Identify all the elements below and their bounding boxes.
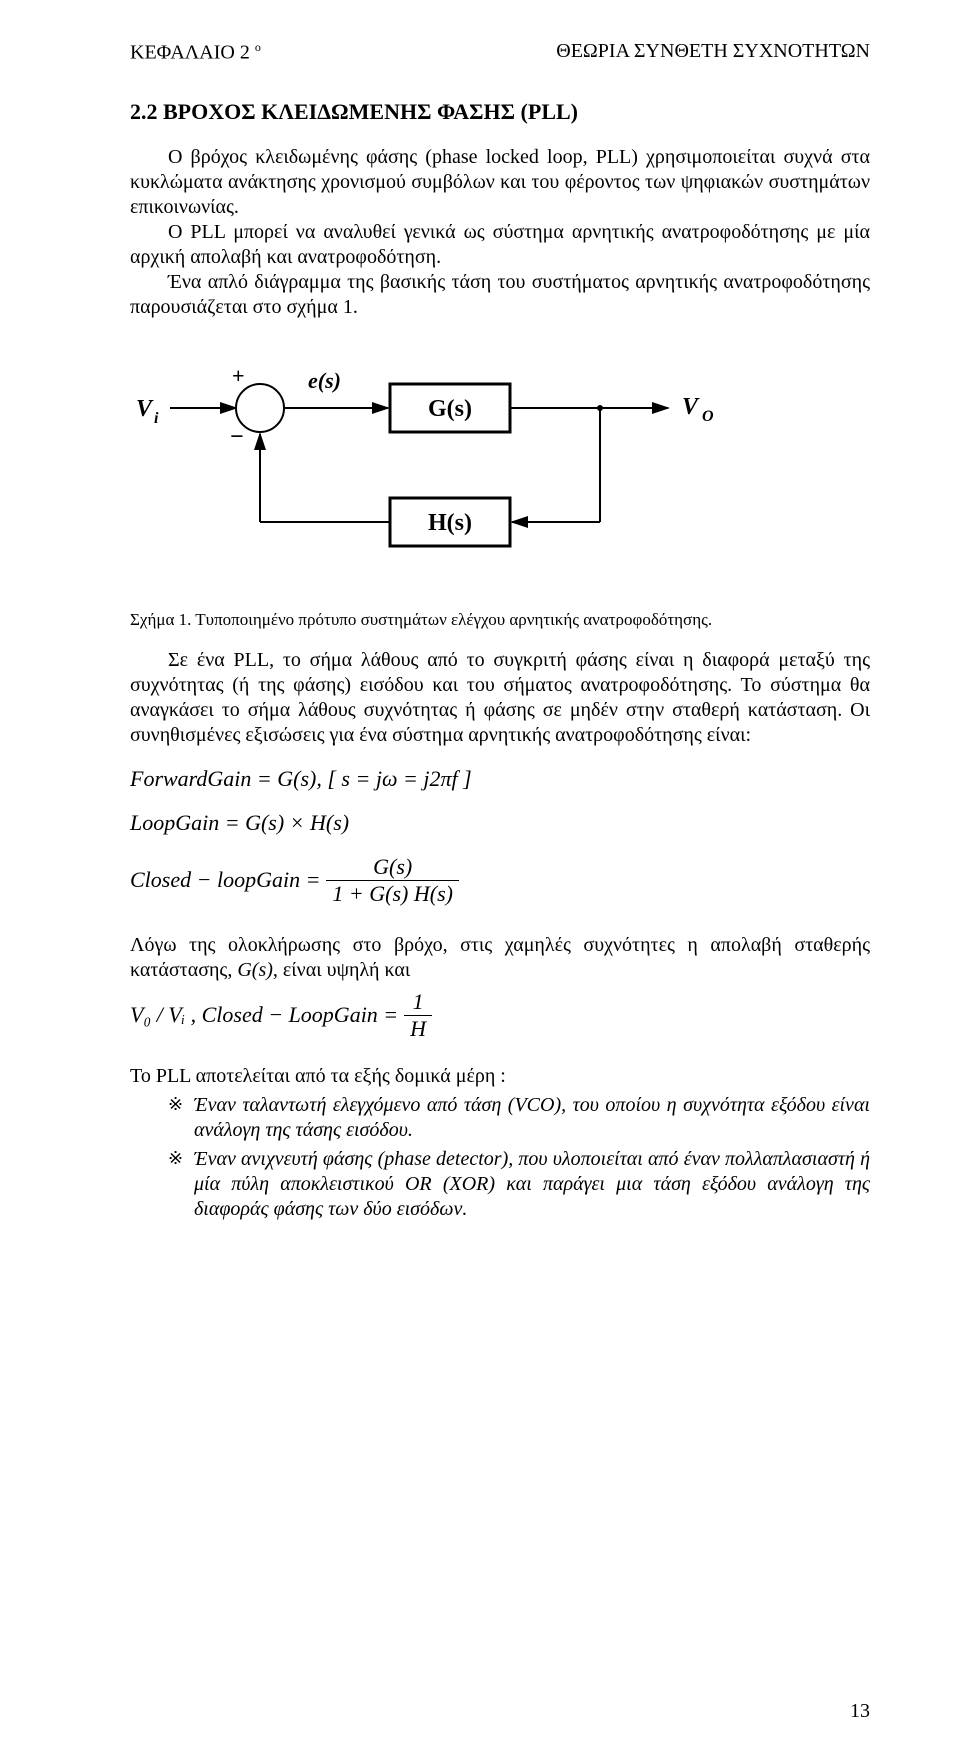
closed-loop-den: 1 + G(s) H(s) (326, 881, 459, 907)
equation-closed-loop-limit: V₀ / Vᵢ , Closed − LoopGain = 1 H (130, 989, 870, 1042)
paragraph-1: Ο βρόχος κλειδωμένης φάσης (phase locked… (130, 145, 870, 220)
list-item: Έναν ανιχνευτή φάσης (phase detector), π… (168, 1147, 870, 1222)
vin-label: V (136, 396, 154, 422)
page-root: ΚΕΦΑΛΑΙΟ 2 ο ΘΕΩΡΙΑ ΣΥΝΘΕΤΗ ΣΥΧΝΟΤΗΤΩΝ 2… (0, 0, 960, 1753)
closed-loop-lhs: Closed − loopGain = (130, 867, 320, 893)
header-left-sup: ο (255, 40, 261, 54)
page-number: 13 (850, 1700, 870, 1723)
sum-minus-label: − (230, 424, 244, 450)
error-label: e(s) (308, 368, 341, 393)
g-block-label: G(s) (428, 396, 472, 422)
para5-b: G(s) (237, 959, 273, 981)
figure-caption: Σχήμα 1. Τυποποιημένο πρότυπο συστημάτων… (130, 610, 870, 630)
closed-limit-den: H (404, 1016, 432, 1042)
closed-loop-num: G(s) (367, 854, 418, 880)
components-list: Έναν ταλαντωτή ελεγχόμενο από τάση (VCO)… (130, 1093, 870, 1222)
equation-closed-loop: Closed − loopGain = G(s) 1 + G(s) H(s) (130, 854, 870, 907)
bullet-2: Έναν ανιχνευτή φάσης (phase detector), π… (194, 1148, 870, 1220)
list-item: Έναν ταλαντωτή ελεγχόμενο από τάση (VCO)… (168, 1093, 870, 1143)
header-right: ΘΕΩΡΙΑ ΣΥΝΘΕΤΗ ΣΥΧΝΟΤΗΤΩΝ (556, 40, 870, 65)
paragraph-4: Σε ένα PLL, το σήμα λάθους από το συγκρι… (130, 648, 870, 748)
closed-limit-fraction: 1 H (404, 989, 432, 1042)
paragraph-3: Ένα απλό διάγραμμα της βασικής τάση του … (130, 270, 870, 320)
bullet-1: Έναν ταλαντωτή ελεγχόμενο από τάση (VCO)… (194, 1094, 870, 1141)
section-title: 2.2 ΒΡΟΧΟΣ ΚΛΕΙΔΩΜΕΝΗΣ ΦΑΣΗΣ (PLL) (130, 99, 870, 125)
svg-text:O: O (702, 408, 714, 425)
paragraph-2: Ο PLL μπορεί να αναλυθεί γενικά ως σύστη… (130, 220, 870, 270)
paragraph-6: Το PLL αποτελείται από τα εξής δομικά μέ… (130, 1064, 870, 1089)
para5-c: , είναι υψηλή και (273, 959, 410, 981)
closed-limit-num: 1 (407, 989, 430, 1015)
vout-label: V (682, 394, 700, 420)
block-diagram-figure: + − e(s) G(s) H(s) V i V (130, 348, 870, 598)
paragraph-5: Λόγω της ολοκλήρωσης στο βρόχο, στις χαμ… (130, 933, 870, 983)
sum-plus-label: + (232, 363, 245, 388)
closed-loop-fraction: G(s) 1 + G(s) H(s) (326, 854, 459, 907)
svg-text:i: i (154, 410, 159, 427)
header-left: ΚΕΦΑΛΑΙΟ 2 ο (130, 40, 261, 65)
equation-loop-gain: LoopGain = G(s) × H(s) (130, 810, 870, 836)
running-header: ΚΕΦΑΛΑΙΟ 2 ο ΘΕΩΡΙΑ ΣΥΝΘΕΤΗ ΣΥΧΝΟΤΗΤΩΝ (130, 40, 870, 65)
closed-limit-lhs: V₀ / Vᵢ , Closed − LoopGain = (130, 1002, 398, 1028)
feedback-diagram-svg: + − e(s) G(s) H(s) V i V (130, 348, 730, 598)
header-left-text: ΚΕΦΑΛΑΙΟ 2 (130, 42, 250, 64)
equation-forward-gain: ForwardGain = G(s), [ s = jω = j2πf ] (130, 766, 870, 792)
h-block-label: H(s) (428, 510, 472, 536)
